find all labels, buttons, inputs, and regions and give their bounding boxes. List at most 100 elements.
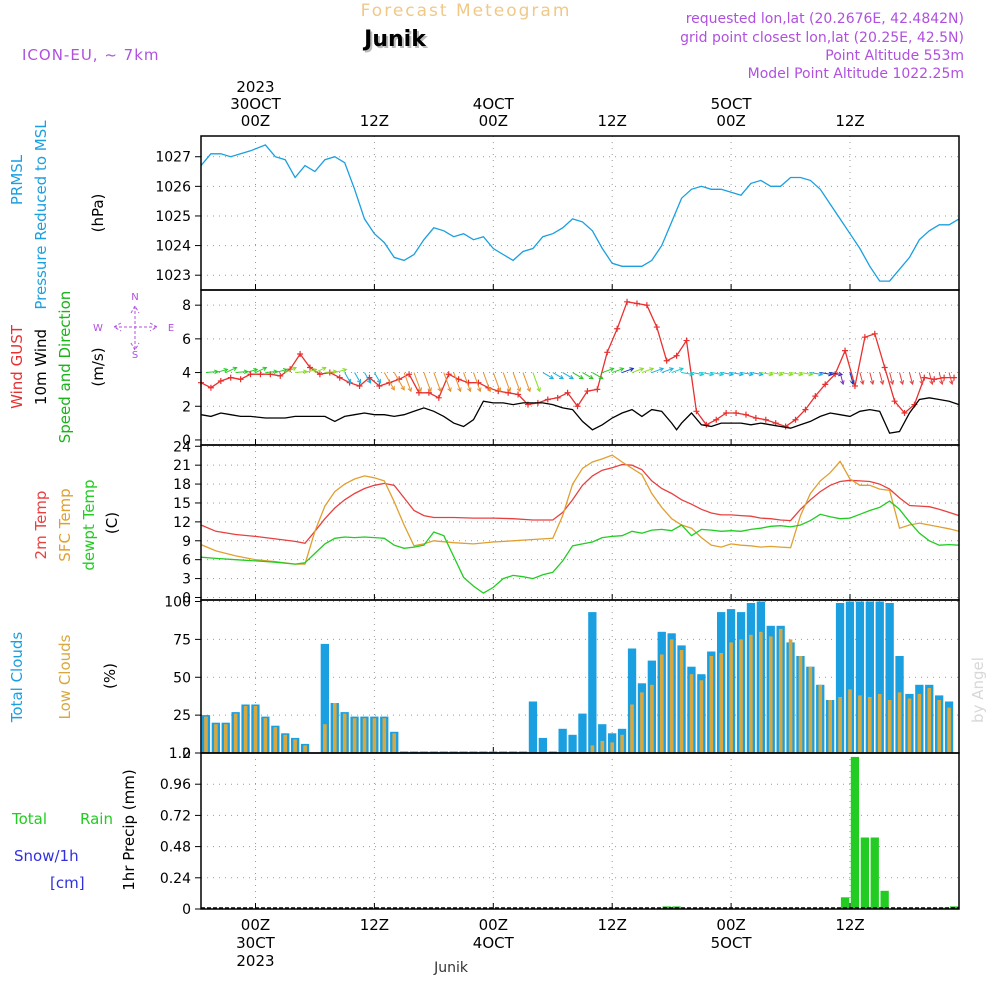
wind-arrow-head (506, 387, 512, 393)
low-cloud-bar (887, 700, 892, 753)
wind-arrow-head (223, 368, 229, 373)
y-tick-label: 25 (173, 708, 191, 724)
wind-line (200, 397, 960, 434)
gust-marker (713, 416, 720, 423)
wind-direction-arrow (641, 367, 654, 374)
wind-arrow-head (929, 380, 934, 386)
wind-direction-arrow (839, 372, 844, 385)
y-tick-label: 2 (182, 399, 191, 415)
gust-marker (624, 298, 631, 305)
y-tick-label: 50 (173, 670, 191, 686)
wind-direction-arrow (304, 368, 317, 374)
low-cloud-bar (729, 642, 733, 753)
low-cloud-bar (759, 631, 763, 753)
gust-marker (376, 383, 383, 390)
low-cloud-bar (243, 706, 248, 753)
compass-w: W (93, 323, 103, 334)
gust-marker (762, 416, 769, 423)
wind-arrow-head (588, 374, 594, 380)
wind-direction-arrow (285, 367, 297, 374)
y-tick-label: 3 (182, 572, 191, 588)
low-cloud-bar (877, 693, 882, 753)
total-cloud-bar (588, 612, 597, 753)
wind-direction-arrow (671, 367, 684, 374)
label-10m-wind: 10m Wind (32, 329, 50, 405)
gust-marker (861, 334, 868, 341)
total-cloud-bar (558, 728, 567, 753)
wind-direction-arrow (423, 372, 432, 392)
wind-arrow-head (366, 378, 372, 384)
wind-direction-arrow (631, 367, 644, 374)
gust-marker (306, 364, 313, 371)
rain-bar (840, 897, 850, 909)
low-cloud-bar (303, 745, 307, 753)
time-label-bottom: 4OCT (473, 934, 515, 952)
wind-direction-arrow (592, 372, 604, 379)
wind-arrow-head (549, 374, 555, 380)
wind-direction-arrow (403, 372, 412, 392)
wind-direction-arrow (681, 372, 694, 376)
wind-arrow-head (559, 374, 564, 380)
wind-direction-arrow (542, 372, 554, 379)
compass-arrows (112, 304, 159, 352)
wind-arrow-head (282, 368, 288, 373)
rain-bar (860, 837, 869, 909)
label-total: Total (11, 810, 47, 828)
wind-arrow-head (447, 387, 452, 393)
label-cm: [cm] (50, 874, 85, 892)
rain-bar (880, 890, 889, 909)
wind-direction-arrow (532, 372, 541, 392)
wind-arrow-head (659, 367, 665, 372)
wind-direction-arrow (413, 372, 422, 392)
low-cloud-bar (224, 724, 228, 753)
wind-direction-arrow (918, 372, 923, 385)
time-label-bottom: 00Z (479, 916, 508, 934)
low-cloud-bar (660, 654, 664, 753)
wind-arrow-head (347, 378, 352, 384)
low-cloud-bar (907, 698, 912, 753)
time-label-bottom: 00Z (716, 916, 745, 934)
low-cloud-bar (858, 695, 862, 753)
low-cloud-bar (590, 745, 595, 753)
gust-marker (564, 389, 571, 396)
time-label-bottom: 12Z (835, 916, 864, 934)
gust-marker (752, 415, 759, 422)
gust-marker (505, 389, 512, 396)
total-cloud-bar (855, 601, 865, 753)
wind-direction-arrow (879, 372, 884, 385)
low-cloud-bar (640, 692, 644, 753)
wind-arrow-head (400, 385, 405, 391)
low-cloud-bar (352, 718, 357, 753)
wind-arrow-head (909, 380, 914, 386)
wind-arrow-head (798, 371, 804, 377)
gust-marker (415, 389, 422, 396)
wind-arrow-head (840, 380, 845, 386)
wind-direction-arrow (711, 372, 724, 376)
time-label-top: 12Z (360, 112, 389, 130)
low-cloud-bar (709, 656, 714, 753)
y-tick-label: 1026 (155, 179, 191, 195)
label-prmsl: PRMSL (8, 154, 26, 205)
y-tick-label: 0.96 (160, 777, 191, 793)
gust-marker (742, 411, 749, 418)
low-cloud-bar (749, 634, 753, 753)
gust-marker (515, 391, 522, 398)
y-tick-label: 0.24 (160, 871, 191, 887)
low-cloud-bar (263, 718, 268, 753)
wind-direction-arrow (324, 371, 337, 374)
temp-2m-line (200, 463, 960, 545)
label-total-clouds: Total Clouds (8, 632, 26, 724)
gust-marker (951, 374, 958, 381)
wind-arrow-head (356, 378, 362, 384)
wind-arrow-head (949, 380, 954, 386)
wind-arrow-head (788, 371, 794, 377)
gust-marker (683, 337, 690, 344)
gust-marker (851, 383, 858, 390)
wind-direction-arrow (314, 367, 327, 374)
model-altitude: Model Point Altitude 1022.25m (748, 66, 964, 82)
wind-arrow-head (536, 387, 541, 393)
wind-arrow-head (649, 367, 655, 372)
wind-arrow-head (889, 380, 895, 386)
wind-direction-arrow (731, 372, 744, 376)
gust-marker (207, 384, 214, 391)
